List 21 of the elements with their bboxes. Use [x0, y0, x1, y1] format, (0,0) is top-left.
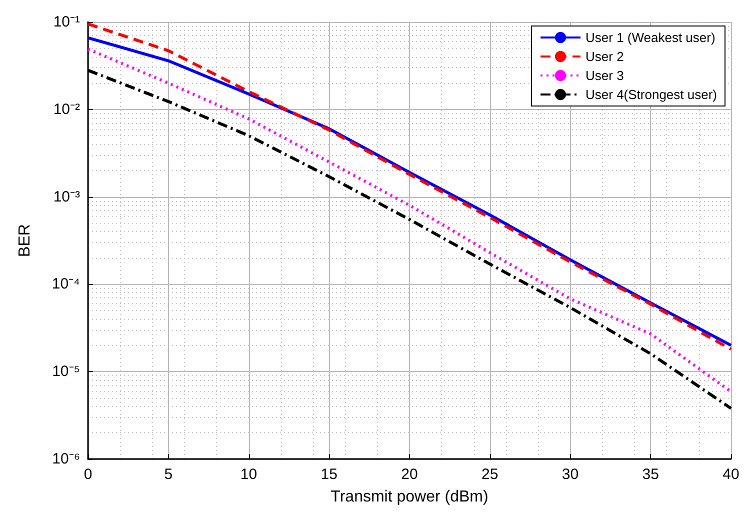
y-axis-title: BER [16, 224, 34, 257]
y-tick-label: 10⁻⁶ [52, 450, 80, 468]
y-tick-label: 10⁻⁵ [52, 363, 80, 380]
legend-label: User 3 [586, 68, 624, 83]
x-tick-label: 25 [482, 466, 498, 483]
y-tick-label: 10⁻¹ [53, 14, 80, 30]
legend-label: User 1 (Weakest user) [586, 30, 716, 45]
x-tick-label: 10 [240, 466, 258, 483]
x-tick-label: 35 [642, 466, 659, 483]
legend-label: User 4(Strongest user) [586, 87, 718, 102]
x-tick-label: 30 [562, 466, 579, 483]
x-axis-title: Transmit power (dBm) [330, 488, 488, 506]
x-tick-label: 40 [722, 466, 740, 483]
y-tick-label: 10⁻³ [53, 188, 80, 206]
legend-label: User 2 [586, 49, 624, 64]
x-tick-label: 20 [401, 466, 418, 483]
x-tick-label: 5 [164, 466, 173, 483]
y-tick-label: 10⁻⁴ [52, 276, 80, 293]
x-tick-label: 15 [320, 466, 338, 483]
x-tick-label: 0 [84, 466, 92, 483]
y-tick-label: 10⁻² [53, 100, 80, 118]
